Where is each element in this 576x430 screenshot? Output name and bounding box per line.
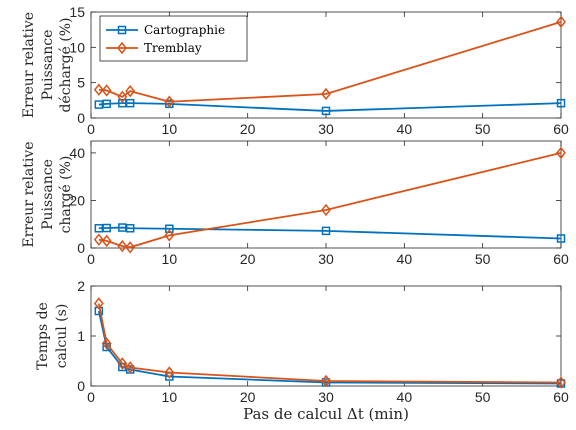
data-point — [101, 234, 112, 248]
y-axis-label-line: déchargé (%) — [58, 17, 74, 112]
data-point — [164, 366, 175, 379]
x-tick-label: 50 — [475, 121, 491, 137]
series-tremblay — [93, 15, 566, 108]
x-tick-label: 0 — [87, 121, 95, 137]
data-point — [556, 146, 566, 160]
data-point — [125, 241, 136, 254]
y-tick-label: 5 — [77, 75, 85, 91]
plot-frame — [90, 140, 562, 249]
legend-marker — [117, 41, 127, 55]
x-tick-label: 10 — [162, 389, 178, 405]
x-tick-label: 10 — [162, 251, 178, 267]
data-point — [117, 239, 128, 253]
x-tick-label: 50 — [475, 389, 491, 405]
series-line — [97, 310, 562, 385]
y-axis-label-line: Puissance — [40, 30, 56, 101]
legend-label: Tremblay — [144, 41, 202, 55]
y-axis-label-line: Puissance — [40, 159, 56, 230]
series-line — [98, 226, 562, 240]
y-axis-label-line: calcul (s) — [54, 304, 70, 369]
y-axis-label-line: Erreur relative — [21, 12, 37, 118]
series-cartographie — [94, 98, 566, 116]
data-point — [321, 106, 331, 116]
data-point — [125, 224, 135, 233]
y-tick-label: 20 — [69, 192, 85, 208]
data-point — [93, 297, 104, 310]
data-point — [125, 361, 136, 374]
y-axis-label-line: Erreur relative — [21, 141, 37, 247]
series-tremblay — [93, 146, 566, 254]
x-tick-label: 0 — [87, 389, 95, 405]
data-point — [117, 357, 128, 370]
data-point — [93, 83, 104, 96]
x-tick-label: 60 — [553, 121, 569, 137]
data-point — [118, 223, 127, 232]
x-tick-label: 60 — [553, 251, 569, 267]
data-point — [102, 223, 111, 233]
data-point — [94, 224, 104, 233]
series-tremblay — [93, 297, 566, 389]
y-tick-label: 1 — [77, 328, 85, 344]
legend-box — [99, 15, 248, 62]
data-point — [165, 224, 174, 233]
x-tick-label: 30 — [318, 389, 334, 405]
data-point — [321, 87, 331, 101]
legend-marker — [117, 25, 127, 35]
x-tick-label: 40 — [397, 121, 413, 137]
y-tick-label: 40 — [69, 145, 85, 161]
data-point — [164, 95, 175, 108]
legend-label: Cartographie — [144, 23, 225, 37]
x-tick-label: 40 — [397, 251, 413, 267]
y-tick-label: 15 — [69, 4, 85, 20]
y-tick-label: 0 — [77, 110, 85, 126]
data-point — [164, 229, 175, 242]
y-tick-label: 2 — [77, 278, 85, 294]
x-tick-label: 0 — [87, 251, 95, 267]
series-cartographie — [94, 223, 566, 243]
data-point — [117, 90, 128, 104]
series-line — [98, 152, 562, 249]
series-cartographie — [94, 306, 566, 388]
x-axis-label: Pas de calcul Δt (min) — [243, 405, 409, 423]
x-tick-label: 20 — [240, 121, 256, 137]
data-point — [556, 98, 566, 108]
y-tick-label: 0 — [77, 240, 85, 256]
data-point — [101, 84, 112, 97]
data-point — [321, 374, 331, 388]
legend: Cartographie Tremblay — [99, 15, 248, 62]
data-point — [125, 84, 136, 98]
y-axis-label-line: chargé (%) — [58, 156, 74, 234]
chart-panel-1: 0 10 20 30 40 50 60 0 5 10 15 Erreur relative Puissa… — [21, 4, 569, 137]
data-point — [556, 234, 566, 243]
data-point — [556, 376, 566, 389]
series-line — [98, 102, 562, 112]
chart-panel-3: 0 10 20 30 40 50 60 0 1 2 Temps de calcul (s) Pas de… — [35, 278, 569, 423]
chart-panel-2: 0 10 20 30 40 50 60 0 20 40 Erreur relative Puissan… — [21, 140, 569, 267]
y-axis-label-line: Temps de — [35, 302, 51, 370]
x-tick-label: 30 — [318, 251, 334, 267]
data-point — [101, 337, 112, 350]
data-point — [94, 100, 104, 109]
x-tick-label: 10 — [162, 121, 178, 137]
data-point — [93, 233, 104, 246]
data-point — [556, 15, 566, 29]
x-tick-label: 60 — [553, 389, 569, 405]
y-tick-label: 10 — [69, 39, 85, 55]
x-tick-label: 20 — [240, 251, 256, 267]
x-tick-label: 40 — [397, 389, 413, 405]
x-tick-label: 30 — [318, 121, 334, 137]
data-point — [102, 99, 111, 109]
series-line — [97, 303, 562, 384]
x-tick-label: 50 — [475, 251, 491, 267]
y-tick-label: 0 — [77, 378, 85, 394]
data-point — [125, 98, 135, 108]
series-line — [98, 21, 562, 103]
data-point — [118, 98, 127, 108]
x-tick-label: 20 — [240, 389, 256, 405]
data-point — [321, 203, 331, 217]
data-point — [321, 226, 331, 236]
